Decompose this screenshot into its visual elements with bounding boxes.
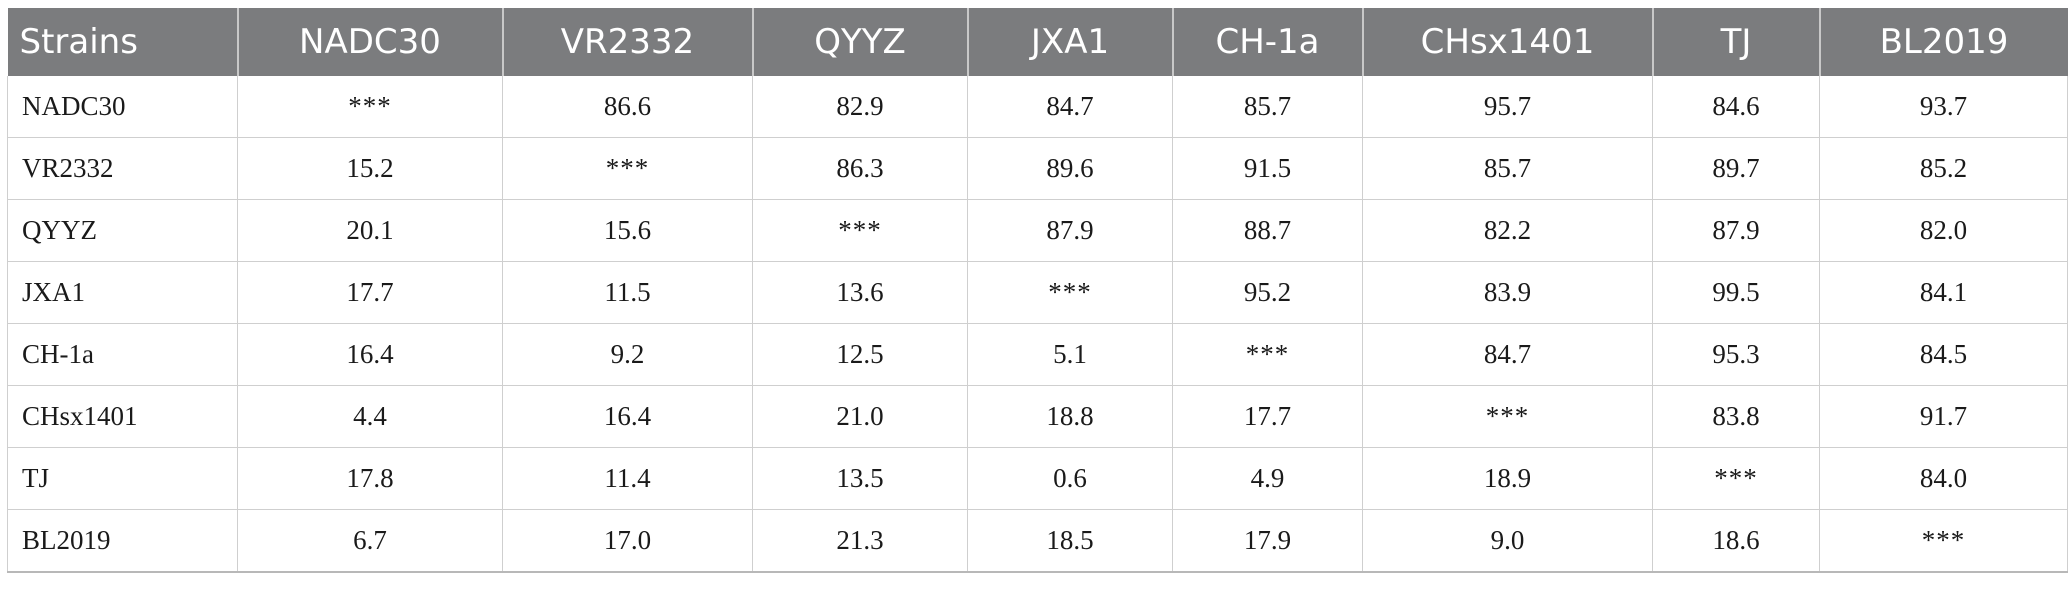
table-cell: 88.7 [1172,199,1363,262]
table-cell: 13.5 [752,447,968,510]
table-cell: 87.9 [1652,199,1820,262]
table-cell: *** [752,199,968,262]
table-cell: 85.2 [1819,137,2068,200]
table-cell: 82.9 [752,76,968,138]
table-row: QYYZ 20.1 15.6 *** 87.9 88.7 82.2 87.9 82.0 [7,199,2068,262]
table-cell: 83.8 [1652,385,1820,448]
table-cell: 18.5 [967,509,1173,573]
table-cell: 85.7 [1172,76,1363,138]
table-cell: 93.7 [1819,76,2068,138]
table-cell: *** [1172,323,1363,386]
header-cell: CH-1a [1172,8,1364,76]
table-row: JXA1 17.7 11.5 13.6 *** 95.2 83.9 99.5 84.1 [7,261,2068,324]
table-cell: 16.4 [502,385,753,448]
header-cell: VR2332 [502,8,754,76]
table-cell: 84.0 [1819,447,2068,510]
table-cell: 17.9 [1172,509,1363,573]
table-cell: 95.7 [1362,76,1653,138]
table-cell: 16.4 [237,323,503,386]
table-cell: 84.1 [1819,261,2068,324]
table-row: CHsx1401 4.4 16.4 21.0 18.8 17.7 *** 83.8 91.7 [7,385,2068,448]
header-row: Strains NADC30 VR2332 QYYZ JXA1 CH-1a CH… [7,8,2068,76]
table-cell: 85.7 [1362,137,1653,200]
table-cell: 82.2 [1362,199,1653,262]
row-label-cell: CHsx1401 [7,385,238,448]
table-cell: 95.3 [1652,323,1820,386]
row-label-cell: NADC30 [7,76,238,138]
strain-identity-table: Strains NADC30 VR2332 QYYZ JXA1 CH-1a CH… [7,8,2068,573]
table-cell: 9.2 [502,323,753,386]
strain-identity-table-container: Strains NADC30 VR2332 QYYZ JXA1 CH-1a CH… [7,8,2068,573]
table-cell: *** [237,76,503,138]
header-cell: BL2019 [1819,8,2068,76]
table-cell: 11.5 [502,261,753,324]
row-label-cell: CH-1a [7,323,238,386]
table-cell: 12.5 [752,323,968,386]
table-cell: 87.9 [967,199,1173,262]
table-cell: 18.6 [1652,509,1820,573]
table-cell: 84.6 [1652,76,1820,138]
row-label-cell: TJ [7,447,238,510]
table-row: VR2332 15.2 *** 86.3 89.6 91.5 85.7 89.7 85.2 [7,137,2068,200]
row-label-cell: JXA1 [7,261,238,324]
table-cell: 17.0 [502,509,753,573]
table-cell: 84.7 [1362,323,1653,386]
table-cell: 91.7 [1819,385,2068,448]
table-cell: *** [1819,509,2068,573]
table-cell: 18.8 [967,385,1173,448]
table-cell: 91.5 [1172,137,1363,200]
table-cell: 0.6 [967,447,1173,510]
table-cell: 89.6 [967,137,1173,200]
header-cell: QYYZ [752,8,969,76]
table-cell: 6.7 [237,509,503,573]
row-label-cell: BL2019 [7,509,238,573]
table-cell: 11.4 [502,447,753,510]
table-cell: 4.9 [1172,447,1363,510]
table-cell: 17.7 [1172,385,1363,448]
table-cell: 4.4 [237,385,503,448]
table-cell: *** [502,137,753,200]
table-cell: 83.9 [1362,261,1653,324]
row-label-cell: VR2332 [7,137,238,200]
table-cell: 21.0 [752,385,968,448]
table-cell: 89.7 [1652,137,1820,200]
table-cell: 86.3 [752,137,968,200]
table-cell: 84.7 [967,76,1173,138]
header-cell: NADC30 [237,8,504,76]
table-cell: 17.8 [237,447,503,510]
table-cell: 82.0 [1819,199,2068,262]
table-row: TJ 17.8 11.4 13.5 0.6 4.9 18.9 *** 84.0 [7,447,2068,510]
table-cell: *** [1362,385,1653,448]
table-body: NADC30 *** 86.6 82.9 84.7 85.7 95.7 84.6 93.7 VR2… [7,76,2068,573]
header-cell: JXA1 [967,8,1174,76]
table-cell: 15.6 [502,199,753,262]
table-row: CH-1a 16.4 9.2 12.5 5.1 *** 84.7 95.3 84.5 [7,323,2068,386]
table-cell: 86.6 [502,76,753,138]
table-cell: 9.0 [1362,509,1653,573]
table-cell: 18.9 [1362,447,1653,510]
header-cell: Strains [7,8,239,76]
table-cell: 5.1 [967,323,1173,386]
table-cell: *** [967,261,1173,324]
table-row: BL2019 6.7 17.0 21.3 18.5 17.9 9.0 18.6 *** [7,509,2068,573]
table-cell: 99.5 [1652,261,1820,324]
table-cell: 15.2 [237,137,503,200]
table-cell: 13.6 [752,261,968,324]
table-cell: *** [1652,447,1820,510]
table-cell: 20.1 [237,199,503,262]
table-cell: 17.7 [237,261,503,324]
header-cell: CHsx1401 [1362,8,1654,76]
row-label-cell: QYYZ [7,199,238,262]
table-cell: 84.5 [1819,323,2068,386]
table-row: NADC30 *** 86.6 82.9 84.7 85.7 95.7 84.6 93.7 [7,76,2068,138]
table-cell: 95.2 [1172,261,1363,324]
table-cell: 21.3 [752,509,968,573]
header-cell: TJ [1652,8,1821,76]
